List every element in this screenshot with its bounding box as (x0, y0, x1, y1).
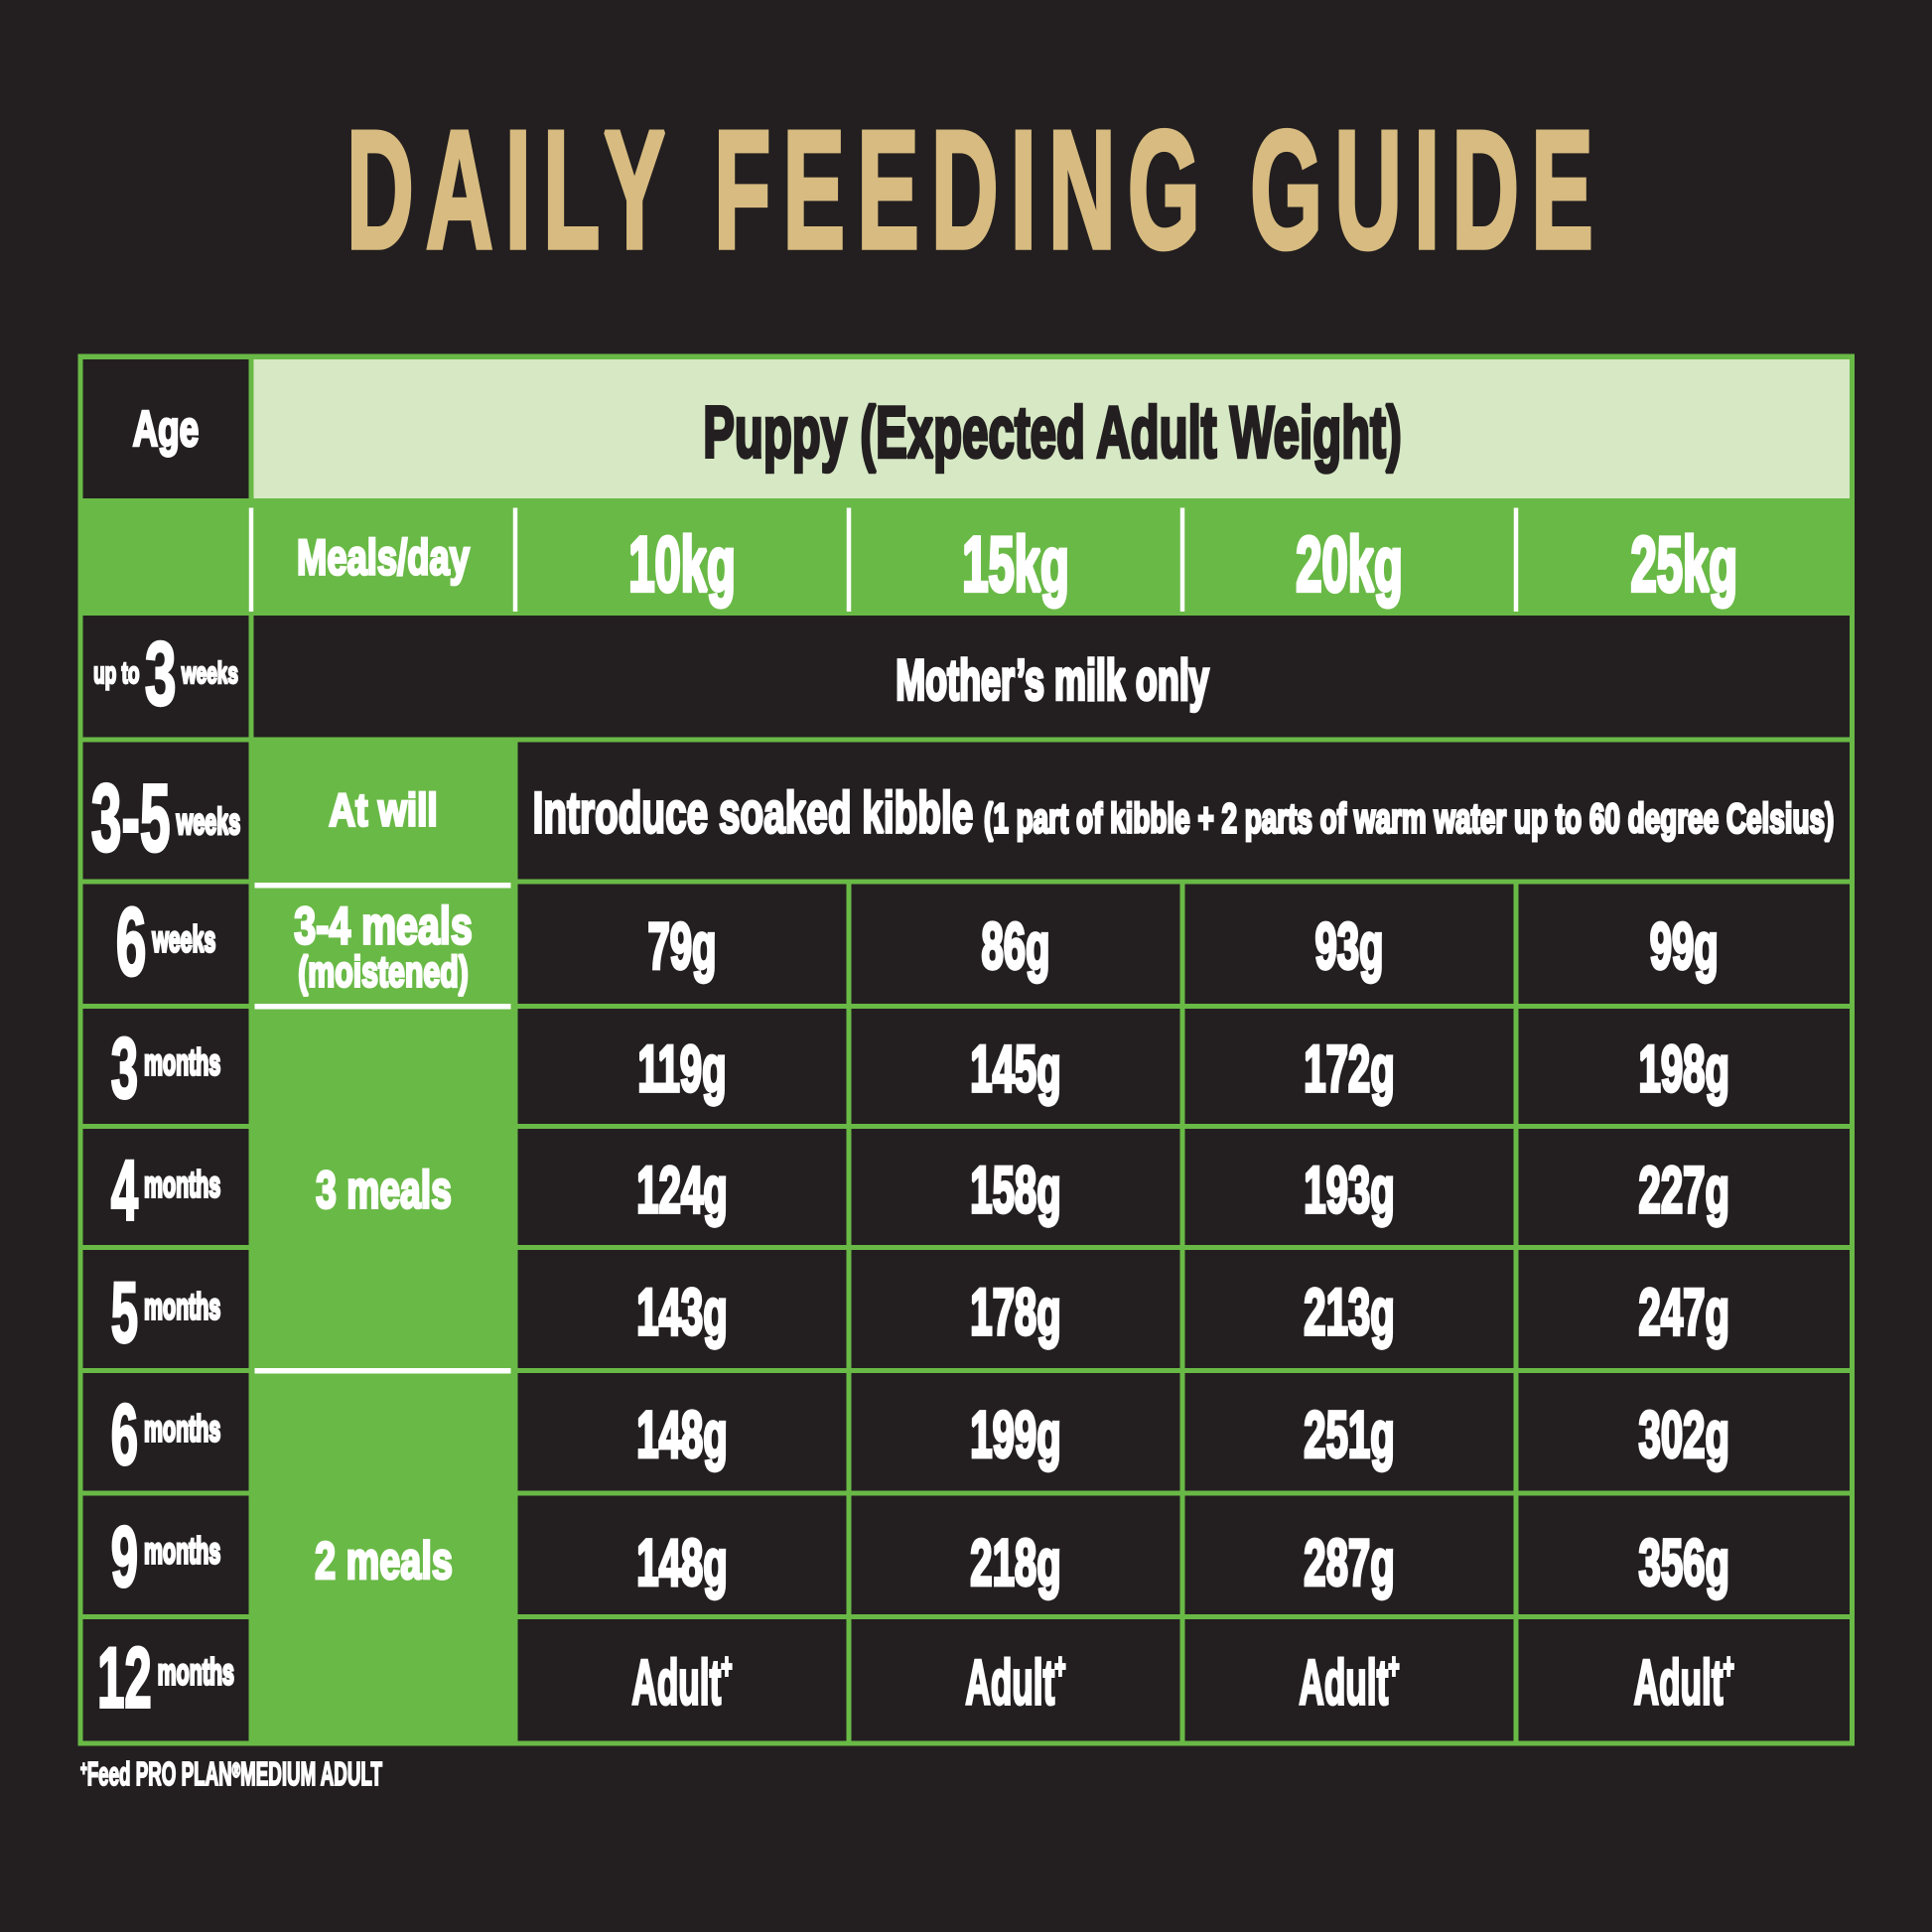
svg-text:20kg: 20kg (1296, 521, 1403, 608)
svg-text:3 months: 3 months (111, 1021, 221, 1116)
svg-text:Introduce soaked kibble (1 par: Introduce soaked kibble (1 part of kibbl… (533, 779, 1835, 845)
svg-text:302g: 302g (1639, 1397, 1729, 1471)
svg-text:15kg: 15kg (962, 521, 1069, 608)
svg-text:Adult+: Adult+ (1299, 1646, 1399, 1718)
svg-text:287g: 287g (1304, 1525, 1394, 1599)
svg-text:Adult+: Adult+ (965, 1646, 1065, 1718)
svg-text:4 months: 4 months (111, 1143, 221, 1238)
svg-text:79g: 79g (647, 908, 716, 983)
svg-text:5 months: 5 months (111, 1265, 221, 1360)
svg-text:2 meals: 2 meals (315, 1532, 453, 1590)
svg-text:Mother’s milk only: Mother’s milk only (896, 648, 1209, 713)
svg-text:251g: 251g (1304, 1397, 1394, 1471)
svg-text:9 months: 9 months (111, 1509, 221, 1604)
svg-text:3 meals: 3 meals (316, 1161, 452, 1219)
svg-text:Adult+: Adult+ (1634, 1646, 1734, 1718)
svg-text:Age: Age (133, 402, 200, 458)
svg-text:Adult+: Adult+ (631, 1646, 732, 1718)
svg-text:3-5 weeks: 3-5 weeks (91, 764, 240, 872)
svg-text:119g: 119g (637, 1032, 726, 1106)
svg-text:172g: 172g (1304, 1032, 1394, 1106)
svg-text:178g: 178g (970, 1275, 1060, 1349)
svg-text:6 months: 6 months (111, 1387, 221, 1482)
svg-text:(moistened): (moistened) (298, 947, 469, 996)
svg-text:124g: 124g (636, 1153, 727, 1227)
svg-text:145g: 145g (970, 1032, 1060, 1106)
svg-text:247g: 247g (1639, 1275, 1729, 1349)
svg-text:3-4 meals: 3-4 meals (294, 897, 472, 955)
svg-text:198g: 198g (1639, 1032, 1729, 1106)
svg-text:12 months: 12 months (97, 1630, 234, 1725)
svg-text:+Feed PRO PLAN®MEDIUM ADULT: +Feed PRO PLAN®MEDIUM ADULT (80, 1756, 382, 1793)
svg-text:6 weeks: 6 weeks (116, 887, 216, 995)
svg-text:193g: 193g (1304, 1153, 1394, 1227)
svg-text:At will: At will (329, 784, 438, 836)
svg-text:DAILY FEEDING GUIDE: DAILY FEEDING GUIDE (346, 95, 1605, 283)
svg-text:227g: 227g (1639, 1153, 1729, 1227)
svg-text:356g: 356g (1639, 1525, 1729, 1599)
svg-text:148g: 148g (636, 1525, 727, 1599)
svg-text:up to 3 weeks: up to 3 weeks (93, 623, 238, 725)
svg-text:25kg: 25kg (1630, 521, 1737, 608)
svg-text:148g: 148g (636, 1397, 727, 1471)
svg-text:158g: 158g (970, 1153, 1060, 1227)
svg-text:143g: 143g (636, 1275, 727, 1349)
svg-text:10kg: 10kg (628, 521, 736, 608)
svg-text:93g: 93g (1314, 908, 1383, 983)
svg-text:213g: 213g (1304, 1275, 1394, 1349)
svg-text:86g: 86g (981, 908, 1049, 983)
svg-text:Meals/day: Meals/day (297, 531, 471, 586)
svg-text:199g: 199g (970, 1397, 1060, 1471)
svg-text:Puppy (Expected Adult Weight): Puppy (Expected Adult Weight) (703, 392, 1402, 474)
svg-text:99g: 99g (1650, 908, 1719, 983)
svg-text:218g: 218g (970, 1525, 1060, 1599)
